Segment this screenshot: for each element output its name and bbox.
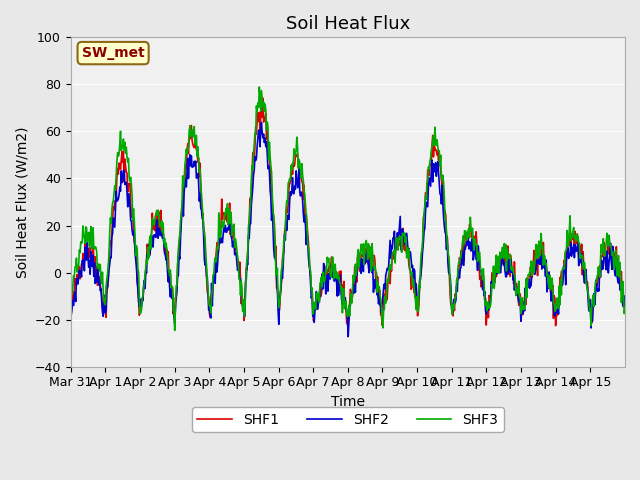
SHF1 — [406, 266, 413, 272]
SHF1 — [283, 207, 291, 213]
SHF1 — [437, 167, 445, 173]
SHF3 — [621, 304, 629, 310]
Title: Soil Heat Flux: Soil Heat Flux — [285, 15, 410, 33]
SHF3 — [284, 200, 291, 205]
SHF3 — [438, 175, 445, 181]
SHF3 — [255, 84, 263, 90]
SHF2 — [258, 120, 266, 125]
SHF2 — [344, 334, 352, 339]
Line: SHF1: SHF1 — [70, 98, 625, 325]
SHF2 — [621, 309, 629, 314]
Line: SHF2: SHF2 — [70, 122, 625, 336]
SHF2 — [262, 144, 269, 150]
Y-axis label: Soil Heat Flux (W/m2): Soil Heat Flux (W/m2) — [15, 126, 29, 278]
SHF2 — [132, 257, 140, 263]
SHF2 — [67, 300, 74, 306]
Text: SW_met: SW_met — [82, 46, 145, 60]
SHF1 — [132, 253, 140, 259]
SHF2 — [438, 201, 445, 207]
SHF2 — [283, 228, 291, 233]
SHF1 — [621, 295, 629, 301]
SHF1 — [67, 309, 74, 314]
SHF3 — [132, 252, 140, 258]
SHF3 — [67, 305, 74, 311]
SHF3 — [406, 268, 414, 274]
X-axis label: Time: Time — [331, 395, 365, 409]
SHF1 — [234, 255, 241, 261]
SHF1 — [262, 110, 269, 116]
SHF1 — [552, 323, 559, 328]
Legend: SHF1, SHF2, SHF3: SHF1, SHF2, SHF3 — [192, 407, 504, 432]
SHF2 — [406, 249, 414, 255]
SHF3 — [234, 261, 242, 267]
SHF2 — [234, 267, 241, 273]
SHF3 — [262, 127, 270, 132]
SHF1 — [259, 95, 267, 101]
SHF3 — [171, 327, 179, 333]
Line: SHF3: SHF3 — [70, 87, 625, 330]
